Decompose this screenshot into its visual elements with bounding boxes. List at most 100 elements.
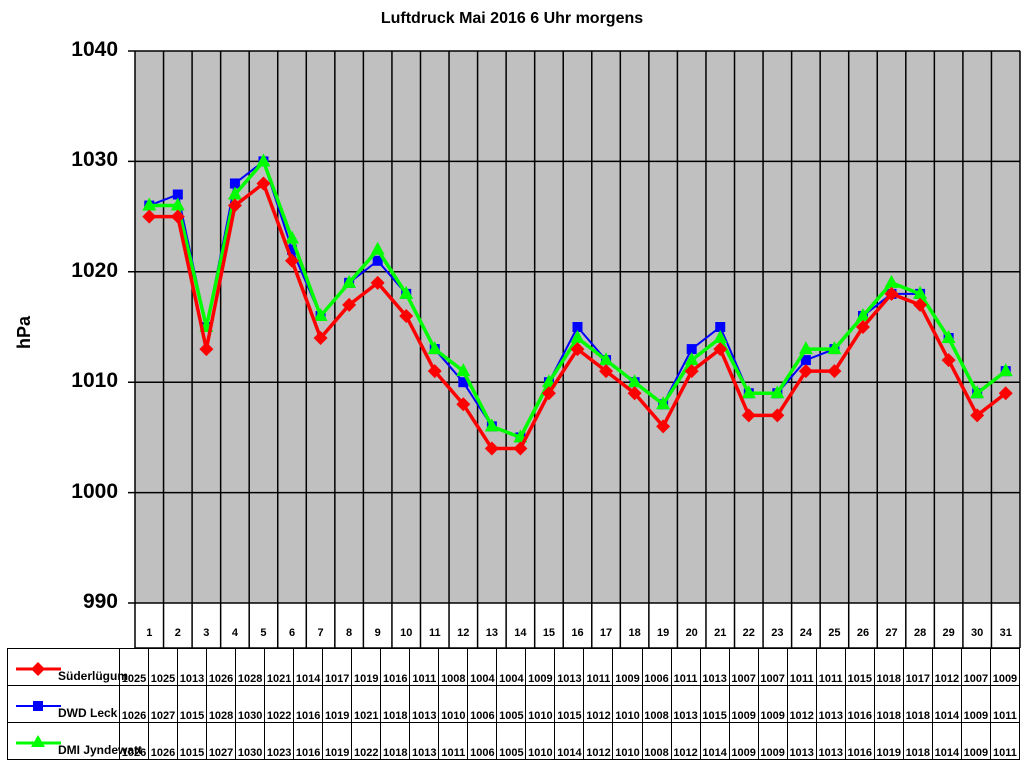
table-cell: 1013: [554, 648, 585, 686]
x-tick-label: 17: [600, 627, 612, 639]
table-cell: 1028: [235, 648, 266, 686]
x-tick-label: 10: [400, 627, 412, 639]
diamond-marker: [884, 286, 899, 301]
table-cell: 1008: [438, 648, 469, 686]
diamond-marker: [484, 441, 499, 456]
table-cell: 1011: [786, 648, 817, 686]
table-cell: 1016: [844, 685, 875, 723]
table-cell: 1011: [670, 648, 701, 686]
triangle-marker: [827, 341, 842, 355]
x-tick-label: 22: [743, 627, 755, 639]
table-cell: 1007: [960, 648, 991, 686]
triangle-marker: [142, 197, 157, 211]
square-marker: [715, 322, 726, 332]
table-cell: 1013: [177, 648, 208, 686]
table-cell: 1022: [264, 685, 295, 723]
diamond-marker: [456, 397, 471, 412]
diamond-marker: [770, 408, 785, 423]
table-cell: 1015: [554, 685, 585, 723]
triangle-legend-icon: [16, 735, 61, 747]
x-tick-label: 18: [628, 627, 640, 639]
table-cell: 1022: [351, 722, 382, 760]
table-cell: 1013: [699, 648, 730, 686]
triangle-marker: [941, 330, 956, 344]
table-cell: 1016: [380, 648, 411, 686]
table-row: DWD Leck 1026 1027 1015 1028 1030 1022 1016 1019…: [7, 685, 1021, 723]
table-cell: 1026: [147, 722, 179, 760]
table-cell: 1016: [844, 722, 875, 760]
table-cell: 1021: [351, 685, 382, 723]
diamond-marker: [170, 209, 185, 224]
diamond-marker: [570, 342, 585, 357]
table-cell: 1026: [206, 648, 237, 686]
triangle-marker: [970, 385, 985, 399]
triangle-marker: [570, 330, 585, 344]
table-cell: 1004: [496, 648, 527, 686]
diamond-marker: [941, 353, 956, 368]
x-tick-label: 30: [971, 627, 983, 639]
triangle-marker: [256, 153, 271, 167]
x-tick-label: 9: [375, 627, 381, 639]
table-cell: 1012: [670, 722, 701, 760]
triangle-marker: [456, 363, 471, 377]
triangle-marker: [370, 241, 385, 255]
table-cell: 1009: [757, 722, 788, 760]
triangle-marker: [798, 341, 813, 355]
table-cell: 1006: [641, 648, 672, 686]
diamond-marker: [199, 342, 214, 357]
triangle-marker: [998, 363, 1013, 377]
triangle-marker: [627, 374, 642, 388]
table-cell: 1018: [873, 685, 904, 723]
table-cell: 1010: [438, 685, 469, 723]
table-cell: 1014: [293, 648, 324, 686]
triangle-marker: [684, 352, 699, 366]
x-tick-label: 1: [146, 627, 152, 639]
table-cell: 1014: [931, 685, 962, 723]
table-cell: 1015: [844, 648, 875, 686]
triangle-marker: [285, 230, 300, 244]
table-cell: 1012: [931, 648, 962, 686]
x-tick-label: 6: [289, 627, 295, 639]
triangle-marker: [713, 330, 728, 344]
legend-label: DMI Jyndewatt: [58, 743, 143, 757]
square-marker: [372, 255, 383, 266]
diamond-marker: [227, 198, 242, 213]
table-cell: 1015: [177, 722, 208, 760]
table-cell: 1012: [583, 685, 614, 723]
diamond-marker: [998, 386, 1013, 401]
chart-title: Luftdruck Mai 2016 6 Uhr morgens: [380, 10, 644, 27]
table-cell: 1025: [147, 648, 179, 686]
x-tick-label: 13: [486, 627, 498, 639]
diamond-marker: [713, 342, 728, 357]
table-row: Süderlügum 1025 1025 1013 1026 1028 1021 1014 10…: [7, 648, 1021, 686]
table-cell: 1008: [641, 685, 672, 723]
diamond-marker: [427, 364, 442, 379]
x-tick-label: 24: [800, 627, 813, 639]
legend-cell: DWD Leck: [7, 685, 120, 723]
y-tick-label: 1000: [71, 479, 118, 503]
table-cell: 1015: [699, 685, 730, 723]
square-marker: [172, 189, 183, 200]
x-tick-label: 4: [232, 627, 239, 639]
table-cell: 1014: [931, 722, 962, 760]
triangle-marker: [656, 396, 671, 410]
triangle-marker: [541, 374, 556, 388]
x-tick-label: 7: [318, 627, 324, 639]
x-tick-label: 12: [457, 627, 469, 639]
table-cell: 1017: [902, 648, 933, 686]
x-tick-label: 20: [686, 627, 698, 639]
table-cell: 1012: [583, 722, 614, 760]
x-tick-label: 16: [571, 627, 583, 639]
triangle-marker: [227, 186, 242, 200]
table-cell: 1018: [380, 685, 411, 723]
table-cell: 1010: [525, 685, 556, 723]
table-cell: 1009: [960, 722, 991, 760]
table-cell: 1018: [873, 648, 904, 686]
square-marker: [800, 355, 811, 366]
diamond-legend-icon: [16, 662, 61, 676]
table-cell: 1015: [177, 685, 208, 723]
table-cell: 1013: [815, 722, 846, 760]
table-cell: 1026: [118, 685, 149, 723]
x-tick-label: 27: [885, 627, 897, 639]
diamond-marker: [513, 441, 528, 456]
